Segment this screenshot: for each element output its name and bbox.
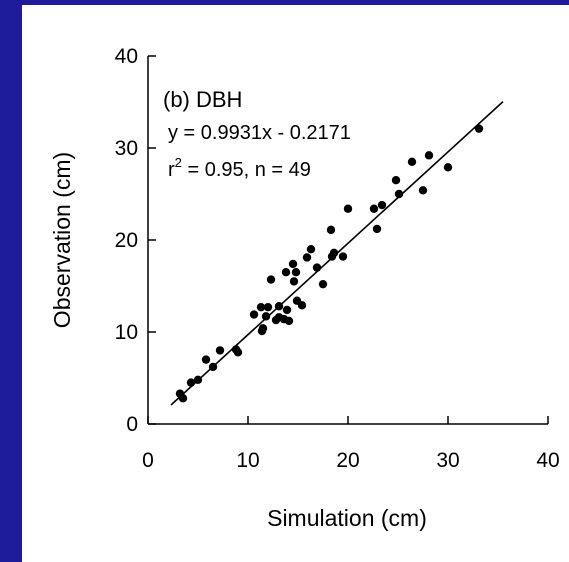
data-point bbox=[306, 245, 316, 254]
data-point bbox=[282, 305, 292, 315]
y-tick-label: 30 bbox=[115, 137, 138, 160]
data-point bbox=[418, 186, 428, 195]
data-point bbox=[312, 263, 322, 272]
data-point bbox=[289, 277, 299, 286]
data-point bbox=[256, 302, 266, 312]
data-point bbox=[326, 225, 336, 235]
data-points bbox=[175, 124, 484, 403]
data-point bbox=[474, 124, 484, 133]
data-point bbox=[391, 176, 401, 185]
r2-suffix: = 0.95, n = 49 bbox=[182, 159, 311, 181]
y-tick-label: 10 bbox=[115, 321, 138, 344]
data-point bbox=[263, 302, 273, 312]
data-point bbox=[193, 375, 203, 385]
data-point bbox=[233, 348, 243, 357]
r-squared-annotation: r2 = 0.95, n = 49 bbox=[168, 155, 311, 181]
frame-top-bar bbox=[0, 0, 569, 5]
data-point bbox=[208, 362, 218, 372]
data-point bbox=[329, 248, 339, 258]
data-point bbox=[281, 268, 291, 277]
x-tick-label: 40 bbox=[536, 449, 559, 472]
y-tick-label: 0 bbox=[126, 413, 138, 436]
data-point bbox=[302, 253, 312, 262]
data-point bbox=[266, 275, 276, 284]
data-point bbox=[443, 163, 453, 172]
data-point bbox=[186, 378, 196, 387]
data-point bbox=[407, 157, 417, 166]
data-point bbox=[343, 204, 353, 213]
data-point bbox=[261, 312, 271, 321]
x-tick-label: 0 bbox=[142, 449, 154, 472]
frame-left-bar bbox=[0, 0, 22, 562]
r2-exponent: 2 bbox=[175, 155, 182, 170]
x-tick-label: 30 bbox=[436, 449, 459, 472]
data-point bbox=[258, 324, 268, 333]
data-point bbox=[297, 301, 307, 310]
data-point bbox=[288, 259, 298, 269]
data-point bbox=[274, 302, 284, 311]
y-axis-title: Observation (cm) bbox=[49, 152, 75, 328]
data-point bbox=[372, 224, 382, 234]
data-point bbox=[284, 316, 294, 326]
x-tick-label: 20 bbox=[336, 449, 359, 472]
y-tick-label: 40 bbox=[115, 45, 138, 68]
data-point bbox=[215, 346, 225, 355]
regression-equation: y = 0.9931x - 0.2171 bbox=[168, 122, 351, 144]
data-point bbox=[394, 189, 404, 199]
data-point bbox=[249, 310, 259, 319]
data-point bbox=[377, 200, 387, 210]
data-point bbox=[318, 279, 328, 289]
x-axis-title: Simulation (cm) bbox=[267, 505, 427, 531]
y-ticks: 0 10 20 30 40 bbox=[115, 45, 156, 436]
x-ticks: 0 10 20 30 40 bbox=[142, 416, 560, 472]
data-point bbox=[178, 394, 188, 403]
panel-label: (b) DBH bbox=[163, 87, 242, 112]
data-point bbox=[424, 151, 434, 160]
data-point bbox=[201, 355, 211, 364]
data-point bbox=[369, 204, 379, 213]
data-point bbox=[338, 252, 348, 261]
x-tick-label: 10 bbox=[236, 449, 259, 472]
data-point bbox=[291, 268, 301, 277]
r2-prefix: r bbox=[168, 159, 175, 181]
y-tick-label: 20 bbox=[115, 229, 138, 252]
